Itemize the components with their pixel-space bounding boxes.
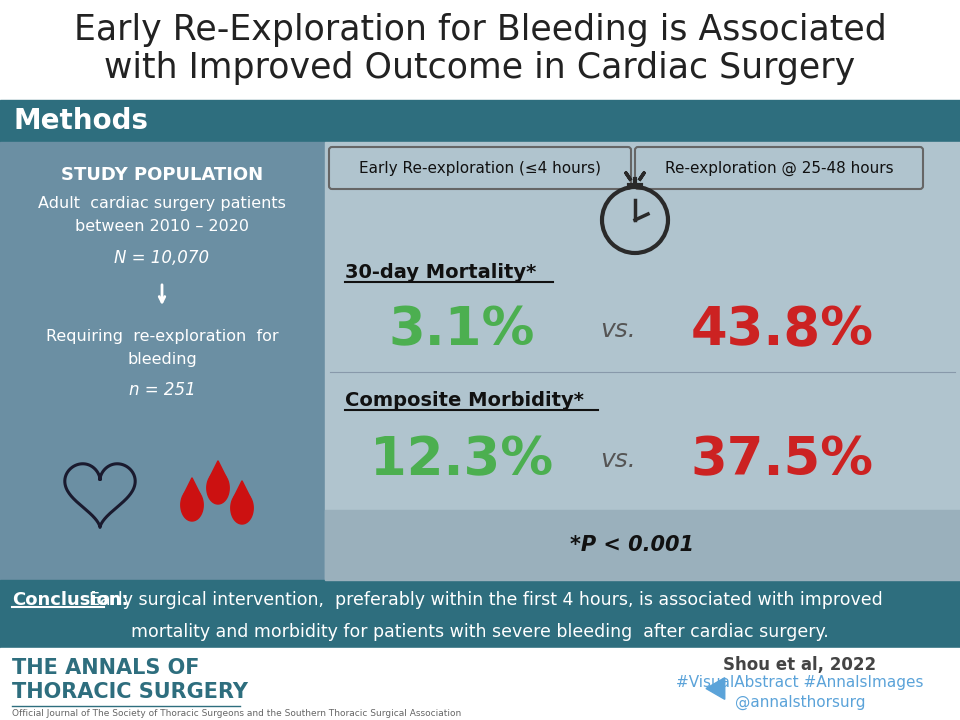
Polygon shape	[206, 472, 229, 504]
Text: Early Re-Exploration for Bleeding is Associated: Early Re-Exploration for Bleeding is Ass…	[74, 13, 886, 47]
Text: vs.: vs.	[600, 318, 636, 342]
Bar	[325, 142, 960, 580]
Text: Adult  cardiac surgery patients
between 2010 – 2020: Adult cardiac surgery patients between 2…	[38, 197, 286, 233]
Bar	[0, 100, 960, 142]
Text: Shou et al, 2022: Shou et al, 2022	[724, 656, 876, 674]
Text: THORACIC SURGERY: THORACIC SURGERY	[12, 682, 248, 702]
Text: Conclusion:: Conclusion:	[12, 591, 129, 609]
FancyBboxPatch shape	[635, 147, 923, 189]
Text: THE ANNALS OF: THE ANNALS OF	[12, 658, 200, 678]
Text: STUDY POPULATION: STUDY POPULATION	[60, 166, 263, 184]
Text: Methods: Methods	[14, 107, 149, 135]
Bar	[0, 142, 325, 580]
Bar	[0, 0, 960, 100]
Text: 12.3%: 12.3%	[371, 434, 554, 486]
FancyBboxPatch shape	[329, 147, 631, 189]
Text: *P < 0.001: *P < 0.001	[570, 535, 694, 555]
Polygon shape	[234, 481, 250, 497]
Text: 3.1%: 3.1%	[389, 304, 535, 356]
Polygon shape	[230, 492, 253, 524]
Polygon shape	[180, 489, 204, 521]
Polygon shape	[210, 461, 226, 477]
Text: @annalsthorsurg: @annalsthorsurg	[734, 695, 865, 710]
Polygon shape	[184, 478, 200, 494]
Text: vs.: vs.	[600, 448, 636, 472]
Text: with Improved Outcome in Cardiac Surgery: with Improved Outcome in Cardiac Surgery	[105, 51, 855, 85]
Text: Official Journal of The Society of Thoracic Surgeons and the Southern Thoracic S: Official Journal of The Society of Thora…	[12, 709, 461, 718]
Text: 30-day Mortality*: 30-day Mortality*	[345, 263, 537, 282]
Text: 43.8%: 43.8%	[690, 304, 874, 356]
Text: Re-exploration @ 25-48 hours: Re-exploration @ 25-48 hours	[664, 161, 894, 176]
Text: N = 10,070: N = 10,070	[114, 249, 209, 267]
Bar	[325, 510, 960, 580]
Text: Early Re-exploration (≤4 hours): Early Re-exploration (≤4 hours)	[359, 161, 601, 176]
Text: 37.5%: 37.5%	[690, 434, 874, 486]
Bar	[0, 580, 960, 648]
Text: Requiring  re-exploration  for
bleeding: Requiring re-exploration for bleeding	[46, 329, 278, 366]
Text: mortality and morbidity for patients with severe bleeding  after cardiac surgery: mortality and morbidity for patients wit…	[132, 623, 828, 641]
Text: Composite Morbidity*: Composite Morbidity*	[345, 390, 584, 410]
Text: n = 251: n = 251	[129, 381, 196, 399]
Bar	[0, 648, 960, 720]
Text: Early surgical intervention,  preferably within the first 4 hours, is associated: Early surgical intervention, preferably …	[78, 591, 882, 609]
Text: #VisualAbstract #AnnalsImages: #VisualAbstract #AnnalsImages	[676, 675, 924, 690]
